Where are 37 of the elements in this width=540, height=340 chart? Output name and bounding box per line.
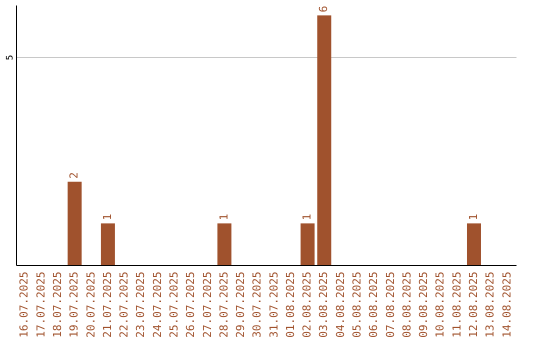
x-tick-label: 19.07.2025 bbox=[68, 272, 81, 338]
x-tick-label: 30.07.2025 bbox=[250, 272, 264, 338]
y-tick-label: 5 bbox=[6, 54, 16, 60]
x-tick-label: 14.08.2025 bbox=[500, 272, 514, 338]
x-tick-label: 23.07.2025 bbox=[134, 272, 148, 338]
data-label: 2 bbox=[68, 172, 81, 179]
x-tick-label: 18.07.2025 bbox=[51, 272, 64, 338]
x-tick-label: 25.07.2025 bbox=[167, 272, 180, 338]
x-tick-label: 05.08.2025 bbox=[350, 272, 364, 338]
x-tick-label: 09.08.2025 bbox=[417, 272, 430, 338]
x-tick-label: 01.08.2025 bbox=[284, 272, 297, 338]
data-label: 1 bbox=[217, 214, 230, 220]
x-tick-label: 03.08.2025 bbox=[317, 272, 330, 338]
x-tick-label: 21.07.2025 bbox=[100, 272, 114, 338]
x-tick-label: 16.07.2025 bbox=[18, 272, 31, 338]
x-tick-label: 29.07.2025 bbox=[234, 272, 248, 338]
x-tick-label: 06.08.2025 bbox=[367, 272, 380, 338]
x-tick-label: 13.08.2025 bbox=[484, 272, 497, 338]
x-tick-label: 08.08.2025 bbox=[400, 272, 414, 338]
x-tick-label: 27.07.2025 bbox=[200, 272, 214, 338]
data-label: 1 bbox=[100, 214, 114, 220]
x-tick-label: 26.07.2025 bbox=[184, 272, 198, 338]
x-tick-label: 28.07.2025 bbox=[217, 272, 230, 338]
x-tick-label: 10.08.2025 bbox=[434, 272, 447, 338]
x-tick-label: 22.07.2025 bbox=[118, 272, 131, 338]
x-tick-label: 12.08.2025 bbox=[466, 272, 480, 338]
x-tick-label: 02.08.2025 bbox=[300, 272, 314, 338]
data-label: 6 bbox=[317, 6, 330, 12]
x-tick-label: 11.08.2025 bbox=[450, 272, 464, 338]
x-tick-label: 24.07.2025 bbox=[150, 272, 164, 338]
x-tick-label: 20.07.2025 bbox=[84, 272, 98, 338]
x-tick-label: 17.07.2025 bbox=[34, 272, 48, 338]
data-label: 1 bbox=[300, 214, 314, 220]
x-tick-label: 04.08.2025 bbox=[334, 272, 347, 338]
data-label: 1 bbox=[466, 214, 480, 220]
x-tick-label: 31.07.2025 bbox=[267, 272, 280, 338]
x-tick-label: 07.08.2025 bbox=[384, 272, 397, 338]
